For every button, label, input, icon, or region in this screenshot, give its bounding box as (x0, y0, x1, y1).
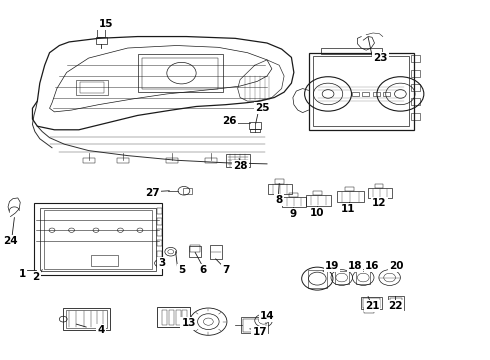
Bar (66, 310, 107, 328)
Text: 21: 21 (365, 301, 379, 311)
Bar (250, 129, 260, 132)
Bar (345, 187, 354, 192)
Bar (368, 188, 392, 198)
Bar (96, 37, 107, 44)
Bar (210, 245, 222, 259)
Bar (157, 208, 162, 214)
Bar (390, 298, 402, 309)
Text: 11: 11 (341, 204, 355, 214)
Bar (157, 307, 190, 327)
Bar (361, 297, 382, 309)
Bar (411, 113, 420, 120)
Bar (34, 203, 162, 275)
Bar (83, 158, 95, 163)
Bar (411, 84, 420, 91)
Bar (138, 54, 223, 92)
Bar (98, 30, 105, 37)
Text: 9: 9 (289, 209, 296, 219)
Text: 5: 5 (178, 265, 185, 275)
Text: 16: 16 (365, 261, 379, 271)
Bar (388, 296, 404, 310)
Text: 25: 25 (255, 103, 270, 113)
Bar (226, 154, 250, 167)
Bar (183, 188, 192, 194)
Bar (249, 122, 261, 129)
Bar (282, 197, 306, 207)
Text: 12: 12 (372, 198, 387, 208)
Text: 2: 2 (32, 272, 40, 282)
Bar (314, 191, 322, 195)
Bar (308, 270, 327, 288)
Bar (337, 192, 364, 202)
Text: 3: 3 (158, 258, 166, 268)
Bar (157, 240, 162, 246)
Text: 18: 18 (348, 261, 362, 271)
Bar (91, 255, 118, 266)
Text: 17: 17 (252, 327, 267, 337)
Bar (40, 208, 156, 271)
Bar (166, 158, 177, 163)
Bar (223, 121, 228, 126)
Text: 23: 23 (373, 53, 388, 63)
Text: 24: 24 (3, 236, 18, 246)
Bar (117, 158, 129, 163)
Bar (243, 319, 266, 332)
Bar (364, 309, 374, 313)
Text: 8: 8 (275, 195, 283, 205)
Text: 1: 1 (19, 269, 26, 279)
Bar (362, 92, 369, 96)
Text: 22: 22 (388, 301, 403, 311)
Bar (275, 179, 284, 184)
Bar (169, 310, 174, 325)
Text: 19: 19 (325, 261, 339, 271)
Bar (80, 82, 104, 93)
Bar (375, 184, 383, 188)
Bar (363, 298, 380, 308)
Bar (157, 229, 162, 235)
Bar (383, 92, 390, 96)
Bar (143, 58, 218, 89)
Text: 28: 28 (233, 161, 247, 171)
Bar (205, 158, 217, 163)
Bar (314, 56, 409, 126)
Text: 7: 7 (222, 265, 229, 275)
Text: 14: 14 (260, 311, 274, 321)
Bar (241, 318, 268, 333)
Bar (352, 92, 359, 96)
Bar (63, 309, 110, 330)
Text: 4: 4 (97, 325, 104, 335)
Bar (356, 271, 370, 284)
Bar (373, 92, 380, 96)
Bar (175, 310, 180, 325)
Bar (411, 98, 420, 105)
Bar (411, 55, 420, 62)
Bar (335, 271, 348, 284)
Text: 13: 13 (182, 319, 196, 328)
Bar (190, 245, 199, 252)
Bar (76, 80, 108, 95)
Text: 27: 27 (145, 188, 159, 198)
Bar (289, 193, 297, 197)
Bar (182, 310, 187, 325)
Bar (44, 210, 152, 269)
Text: 10: 10 (310, 208, 324, 218)
Text: 26: 26 (222, 116, 237, 126)
Bar (321, 48, 382, 54)
Text: 6: 6 (200, 265, 207, 275)
Bar (157, 261, 162, 268)
Text: 20: 20 (389, 261, 404, 271)
Bar (157, 219, 162, 225)
Bar (269, 184, 292, 194)
Bar (306, 195, 331, 206)
Bar (411, 69, 420, 77)
Bar (157, 251, 162, 257)
Bar (189, 246, 201, 257)
Bar (162, 310, 167, 325)
Bar (309, 53, 414, 130)
Text: 15: 15 (98, 19, 113, 29)
